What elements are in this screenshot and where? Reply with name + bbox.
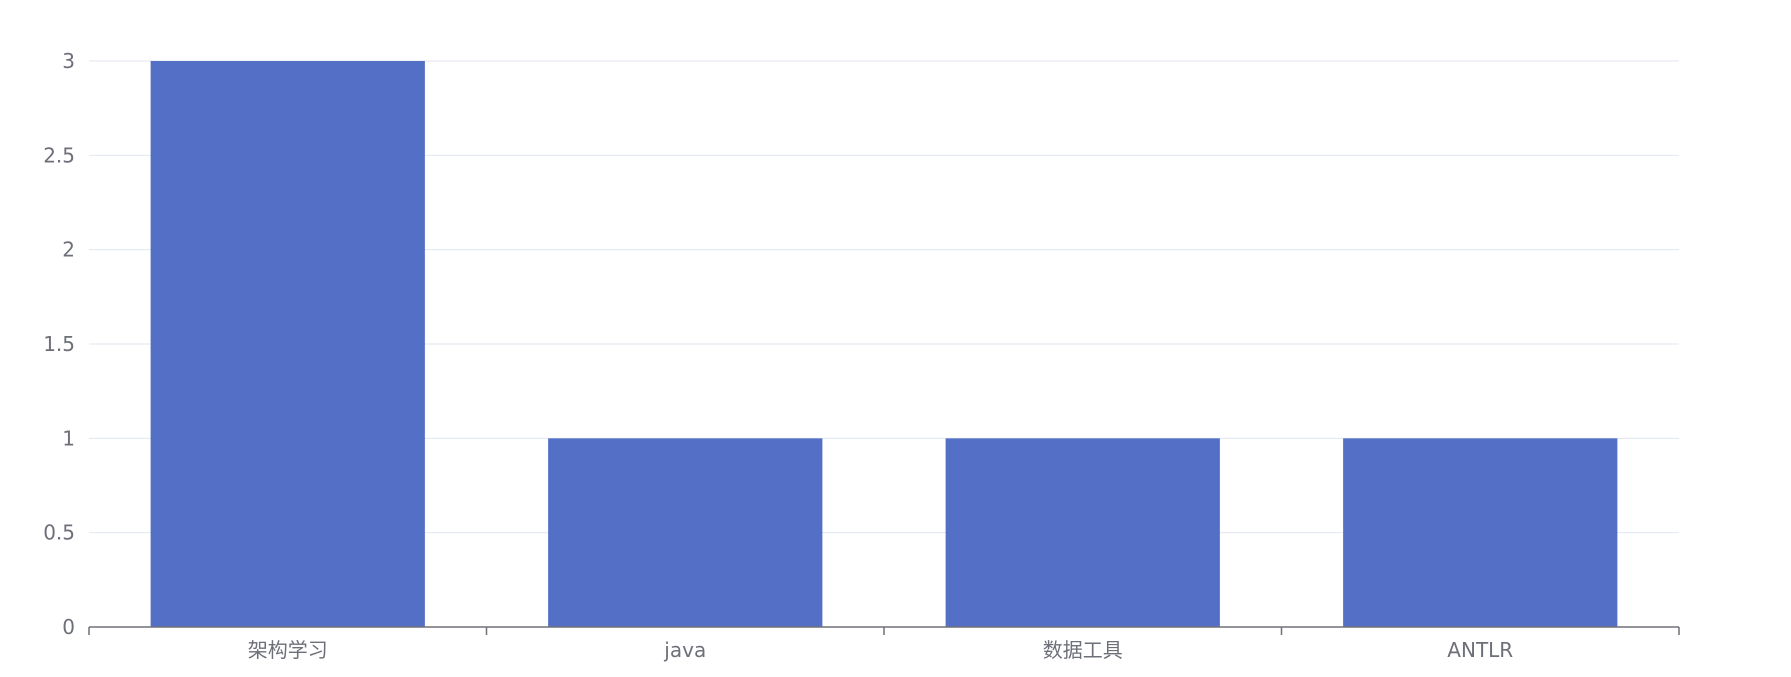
bar bbox=[945, 438, 1220, 627]
y-tick-label: 2 bbox=[62, 238, 75, 262]
bars bbox=[150, 61, 1618, 627]
x-tick-label: java bbox=[663, 638, 706, 662]
x-tick-label: 架构学习 bbox=[248, 638, 328, 662]
y-tick-label: 2.5 bbox=[43, 143, 75, 167]
bar bbox=[150, 61, 425, 627]
x-tick-label: 数据工具 bbox=[1043, 638, 1123, 662]
y-tick-label: 1 bbox=[62, 426, 75, 450]
y-axis-tick-labels: 0 0.5 1 1.5 2 2.5 3 bbox=[43, 49, 75, 639]
y-tick-label: 3 bbox=[62, 49, 75, 73]
y-tick-label: 0.5 bbox=[43, 521, 75, 545]
bar bbox=[548, 438, 823, 627]
x-tick-label: ANTLR bbox=[1447, 638, 1513, 662]
y-tick-label: 1.5 bbox=[43, 332, 75, 356]
x-axis-tick-labels: 架构学习 java 数据工具 ANTLR bbox=[248, 638, 1514, 662]
y-tick-label: 0 bbox=[62, 615, 75, 639]
bar bbox=[1343, 438, 1618, 627]
x-axis bbox=[88, 626, 1680, 635]
